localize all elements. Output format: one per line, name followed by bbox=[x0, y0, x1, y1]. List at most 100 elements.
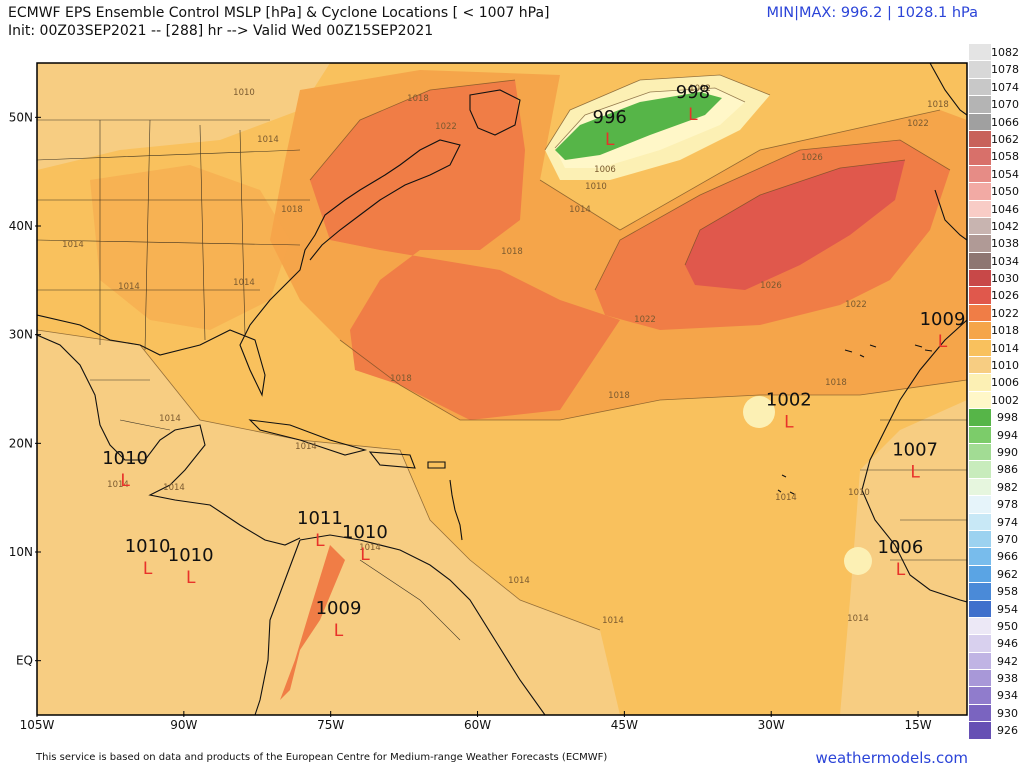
ecmwf-credit: This service is based on data and produc… bbox=[36, 752, 608, 763]
legend-swatch bbox=[969, 617, 991, 635]
legend-swatch bbox=[969, 391, 991, 409]
legend-value: 982 bbox=[997, 480, 1018, 494]
legend-swatch bbox=[969, 183, 991, 200]
legend-entry: 958 bbox=[969, 583, 1019, 601]
cyclone-pressure-label: 998 bbox=[676, 82, 710, 103]
legend-swatch bbox=[969, 113, 991, 130]
field-1026 bbox=[685, 160, 905, 290]
legend-entry: 1058 bbox=[969, 148, 1019, 166]
isobar-labels: 1002100610101014101810221018102610261022… bbox=[62, 84, 949, 626]
cyclone-pressure-label: 1009 bbox=[920, 309, 966, 330]
legend-entry: 1078 bbox=[969, 61, 1019, 79]
legend-entry: 1022 bbox=[969, 304, 1019, 323]
cyclone-pressure-label: 1011 bbox=[297, 508, 343, 529]
legend-swatch bbox=[969, 270, 991, 287]
lon-tick-label: 90W bbox=[170, 718, 197, 732]
legend-entry: 978 bbox=[969, 496, 1019, 514]
field-1010-caribbean bbox=[37, 330, 620, 715]
isobar-value-label: 1014 bbox=[233, 278, 255, 288]
coastline-hispaniola bbox=[368, 451, 416, 469]
legend-entry: 930 bbox=[969, 704, 1019, 723]
legend-swatch bbox=[969, 600, 991, 617]
legend-value: 1030 bbox=[991, 272, 1019, 286]
isobar-value-label: 1018 bbox=[927, 100, 949, 110]
low-pressure-symbol: L bbox=[938, 332, 948, 352]
low-pressure-symbol: L bbox=[896, 560, 906, 580]
legend-swatch bbox=[969, 165, 991, 183]
legend-swatch bbox=[969, 357, 991, 374]
legend-value: 942 bbox=[997, 654, 1018, 668]
legend-swatch bbox=[969, 78, 991, 96]
legend-swatch bbox=[969, 409, 991, 426]
isobar-value-label: 1018 bbox=[501, 247, 523, 257]
field-1010-canada bbox=[37, 63, 330, 170]
legend-entry: 1082 bbox=[969, 44, 1019, 62]
legend-swatch bbox=[969, 548, 991, 565]
coastline-canaries bbox=[914, 344, 933, 352]
cyclone-pressure-label: 1002 bbox=[766, 389, 812, 410]
legend-entry: 1066 bbox=[969, 113, 1019, 131]
chart-title: ECMWF EPS Ensemble Control MSLP [hPa] & … bbox=[8, 5, 550, 21]
legend-entry: 1002 bbox=[969, 391, 1019, 410]
legend-swatch bbox=[969, 217, 991, 235]
legend-swatch bbox=[969, 565, 991, 583]
legend-entry: 926 bbox=[969, 722, 1019, 740]
isobar-value-label: 1018 bbox=[608, 391, 630, 401]
isobar-value-label: 1022 bbox=[845, 300, 867, 310]
legend-swatch bbox=[969, 443, 991, 461]
legend-swatch bbox=[969, 722, 991, 739]
legend-entry: 1026 bbox=[969, 287, 1019, 305]
legend-value: 970 bbox=[997, 532, 1018, 546]
legend-entry: 1074 bbox=[969, 78, 1019, 97]
legend-value: 946 bbox=[997, 637, 1018, 651]
legend-entry: 1062 bbox=[969, 130, 1019, 149]
legend-swatch bbox=[969, 461, 991, 478]
legend-value: 1022 bbox=[991, 306, 1019, 320]
low-pressure-symbol: L bbox=[360, 545, 370, 565]
legend-entry: 942 bbox=[969, 652, 1019, 671]
low-pressure-symbol: L bbox=[315, 531, 325, 551]
lat-tick-label: 50N bbox=[9, 110, 33, 124]
legend-entry: 938 bbox=[969, 670, 1019, 688]
legend-swatch bbox=[969, 287, 991, 304]
legend-swatch bbox=[969, 635, 991, 652]
website-link[interactable]: weathermodels.com bbox=[815, 749, 968, 767]
isobar-value-label: 1014 bbox=[569, 205, 591, 215]
legend-value: 1034 bbox=[991, 254, 1019, 268]
legend-swatch bbox=[969, 252, 991, 270]
low-pressure-symbol: L bbox=[143, 559, 153, 579]
coastline-africa bbox=[861, 319, 967, 603]
legend-swatch bbox=[969, 530, 991, 548]
coastline-iberia bbox=[934, 189, 967, 241]
coastline-newfoundland bbox=[469, 89, 521, 136]
isobar-value-label: 1010 bbox=[233, 88, 255, 98]
legend-value: 958 bbox=[997, 585, 1018, 599]
legend-value: 986 bbox=[997, 463, 1018, 477]
legend-entry: 1034 bbox=[969, 252, 1019, 271]
legend-swatch bbox=[969, 235, 991, 252]
legend-value: 1066 bbox=[991, 115, 1019, 129]
legend-entry: 966 bbox=[969, 548, 1019, 566]
cyclone-pressure-label: 1010 bbox=[125, 536, 171, 557]
legend-entry: 1010 bbox=[969, 357, 1019, 375]
lon-tick-label: 45W bbox=[611, 718, 638, 732]
legend-swatch bbox=[969, 130, 991, 148]
isobar-value-label: 1022 bbox=[907, 119, 929, 129]
isobar-value-label: 1018 bbox=[390, 374, 412, 384]
low-pressure-symbol: L bbox=[688, 105, 698, 125]
legend-value: 1014 bbox=[991, 341, 1019, 355]
isobar-value-label: 1014 bbox=[107, 480, 129, 490]
legend-entry: 1018 bbox=[969, 322, 1019, 340]
legend-entry: 1006 bbox=[969, 374, 1019, 392]
legend-value: 1010 bbox=[991, 359, 1019, 373]
isobar-value-label: 1014 bbox=[508, 576, 530, 586]
legend-entry: 1050 bbox=[969, 183, 1019, 201]
legend-entry: 974 bbox=[969, 513, 1019, 531]
